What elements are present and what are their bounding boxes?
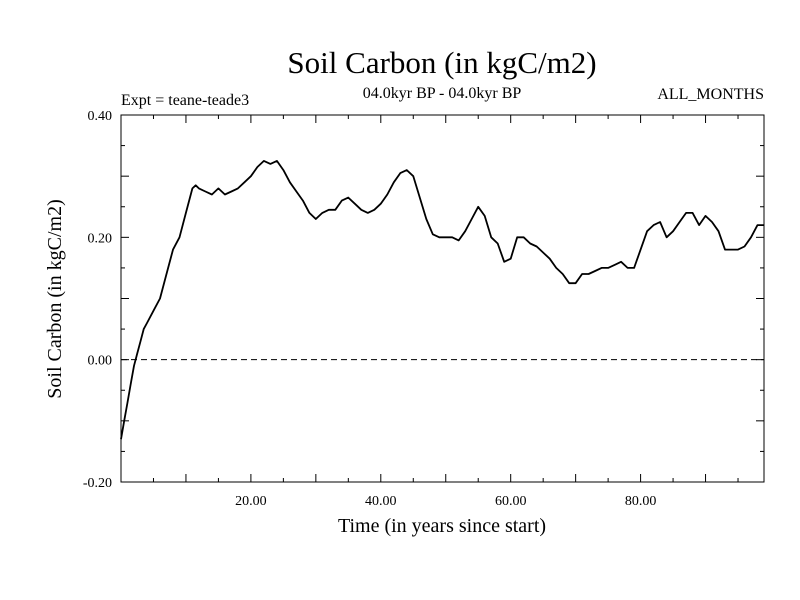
y-axis-label: Soil Carbon (in kgC/m2): [44, 199, 66, 398]
axis-ticks: [121, 114, 764, 483]
x-tick-label: 60.00: [495, 494, 527, 509]
x-tick-label: 80.00: [625, 494, 657, 509]
y-tick-label: -0.20: [83, 476, 112, 491]
expt-label: Expt = teane-teade3: [121, 92, 249, 109]
plot-area: [120, 114, 765, 483]
y-tick-label: 0.00: [88, 354, 113, 369]
plot-frame: [120, 114, 765, 483]
x-tick-label: 40.00: [365, 494, 397, 509]
y-tick-label: 0.20: [88, 231, 113, 246]
chart-title: Soil Carbon (in kgC/m2): [287, 45, 596, 80]
x-tick-label: 20.00: [235, 494, 267, 509]
y-tick-labels: -0.20 0.00 0.20 0.40: [83, 109, 112, 491]
chart-subtitle: 04.0kyr BP - 04.0kyr BP: [363, 85, 522, 102]
x-tick-labels: 20.00 40.00 60.00 80.00: [235, 494, 656, 509]
x-axis-label: Time (in years since start): [338, 515, 546, 537]
series-line: [120, 160, 764, 440]
months-label: ALL_MONTHS: [657, 86, 764, 103]
y-tick-label: 0.40: [88, 109, 113, 124]
